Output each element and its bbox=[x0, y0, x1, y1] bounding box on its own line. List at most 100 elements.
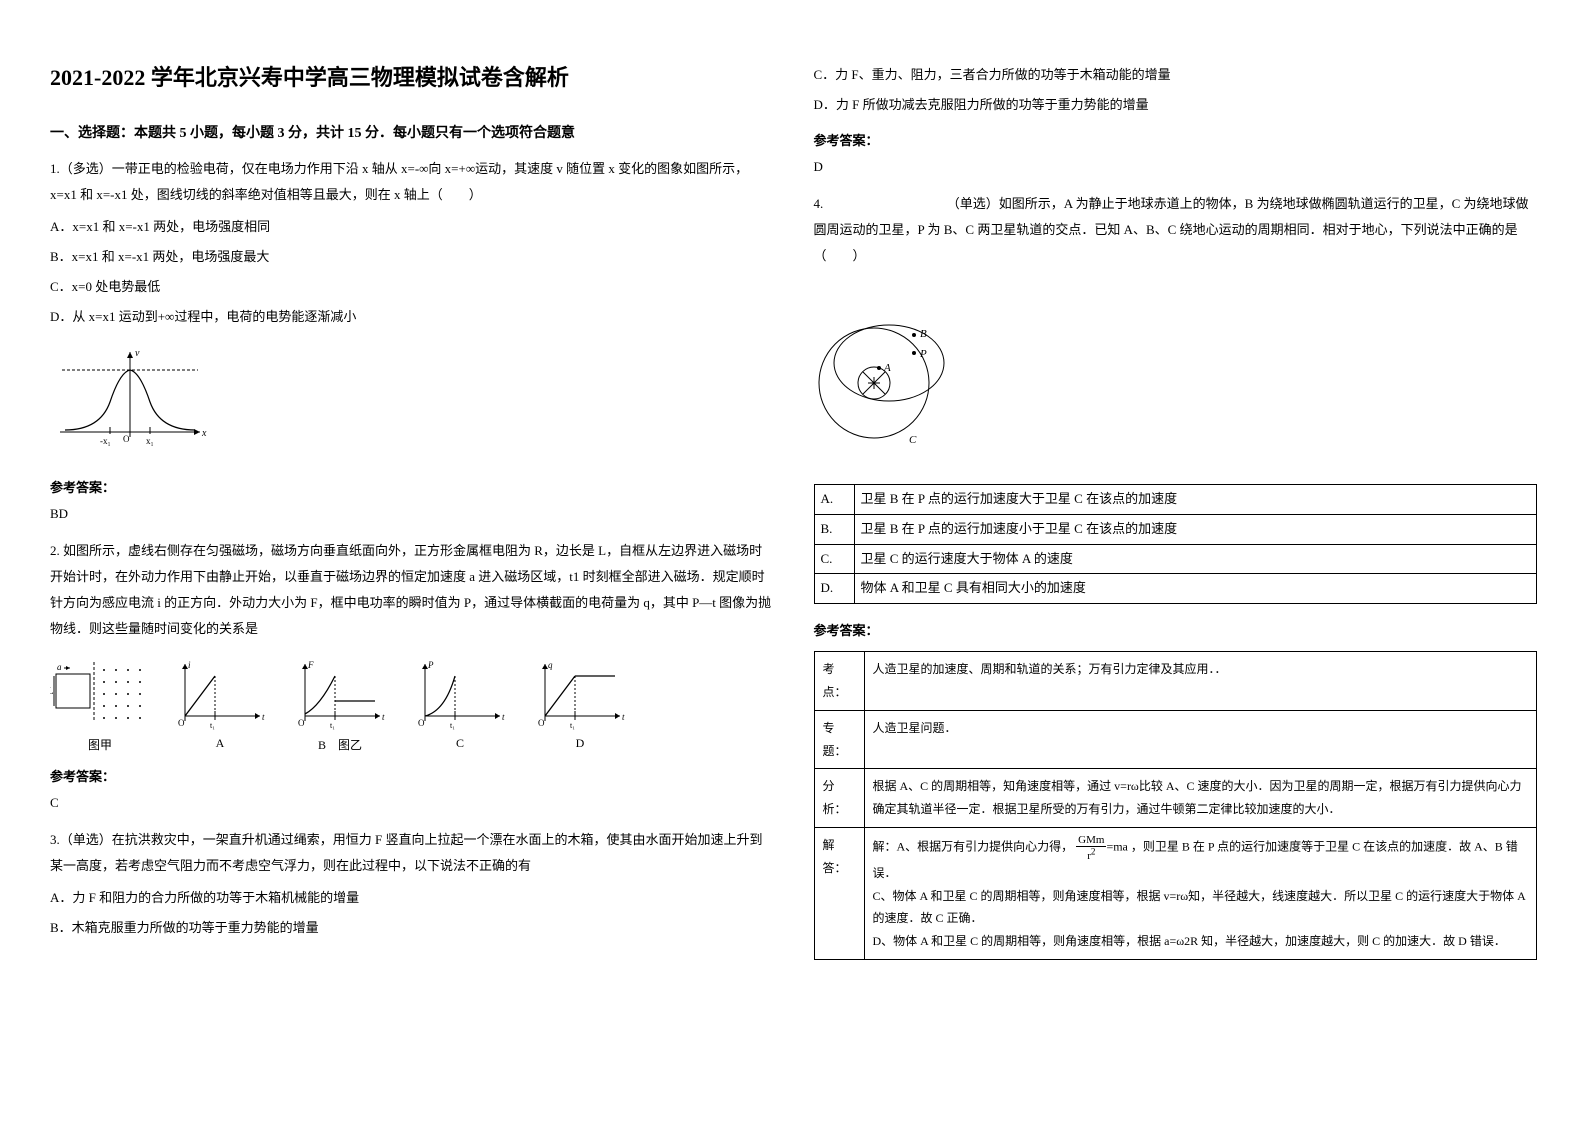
svg-text:t: t bbox=[262, 712, 265, 722]
opt-val: 物体 A 和卫星 C 具有相同大小的加速度 bbox=[854, 574, 1537, 604]
svg-text:P: P bbox=[919, 348, 927, 360]
q3-optD: D．力 F 所做功减去克服阻力所做的功等于重力势能的增量 bbox=[814, 92, 1538, 118]
analysis-val: 根据 A、C 的周期相等，知角速度相等，通过 v=rω比较 A、C 速度的大小．… bbox=[864, 769, 1537, 828]
table-row: B.卫星 B 在 P 点的运行加速度小于卫星 C 在该点的加速度 bbox=[814, 514, 1537, 544]
solution-text: C、物体 A 和卫星 C 的周期相等，则角速度相等，根据 v=rω知，半径越大，… bbox=[873, 889, 1526, 926]
q4-stem: 4. （单选）如图所示，A 为静止于地球赤道上的物体，B 为绕地球做椭圆轨道运行… bbox=[814, 191, 1538, 269]
q2-stem: 2. 如图所示，虚线右侧存在匀强磁场，磁场方向垂直纸面向外，正方形金属框电阻为 … bbox=[50, 538, 774, 642]
solution-text: 解：A、根据万有引力提供向心力得， bbox=[873, 840, 1074, 854]
table-row: C.卫星 C 的运行速度大于物体 A 的速度 bbox=[814, 544, 1537, 574]
label-yi: 图乙 bbox=[338, 738, 362, 752]
svg-text:t: t bbox=[502, 712, 505, 722]
solution-text: D、物体 A 和卫星 C 的周期相等，则角速度相等，根据 a=ω2R 知，半径越… bbox=[873, 934, 1506, 948]
q1-figure: x v O -x₁ x₁ bbox=[50, 342, 774, 457]
svg-text:C: C bbox=[909, 434, 917, 446]
analysis-val: 人造卫星问题． bbox=[864, 710, 1537, 769]
analysis-key: 分析： bbox=[814, 769, 864, 828]
q1-optC: C．x=0 处电势最低 bbox=[50, 274, 774, 300]
label-C: C bbox=[410, 736, 510, 751]
opt-key: C. bbox=[814, 544, 854, 574]
page-title: 2021-2022 学年北京兴寿中学高三物理模拟试卷含解析 bbox=[50, 60, 774, 92]
q4-figure: A B P C bbox=[814, 283, 1538, 468]
svg-text:L: L bbox=[50, 686, 54, 696]
label-jia: 图甲 bbox=[50, 736, 150, 753]
label-D: D bbox=[530, 736, 630, 751]
svg-text:x: x bbox=[201, 428, 207, 439]
q3-stem: 3.（单选）在抗洪救灾中，一架直升机通过绳索，用恒力 F 竖直向上拉起一个漂在水… bbox=[50, 827, 774, 879]
svg-text:F: F bbox=[307, 660, 314, 670]
table-row: 分析：根据 A、C 的周期相等，知角速度相等，通过 v=rω比较 A、C 速度的… bbox=[814, 769, 1537, 828]
graph-A-icon: Ot i t₁ bbox=[170, 656, 270, 731]
q2-fig-B: OtF t₁ B 图乙 bbox=[290, 656, 390, 746]
svg-text:v: v bbox=[135, 348, 140, 359]
graph-D-icon: Ot q t₁ bbox=[530, 656, 630, 731]
svg-text:a: a bbox=[57, 662, 62, 672]
svg-text:B: B bbox=[920, 328, 927, 340]
svg-text:P: P bbox=[427, 660, 434, 670]
q4-analysis-table: 考点：人造卫星的加速度、周期和轨道的关系；万有引力定律及其应用．． 专题：人造卫… bbox=[814, 651, 1538, 960]
svg-text:O: O bbox=[538, 718, 545, 728]
q3-answer: D bbox=[814, 159, 1538, 175]
q2-answer-label: 参考答案： bbox=[50, 766, 774, 785]
table-row: 考点：人造卫星的加速度、周期和轨道的关系；万有引力定律及其应用．． bbox=[814, 652, 1537, 711]
q2-fig-D: Otq t₁ D bbox=[530, 656, 630, 746]
graph-B-icon: Ot F t₁ bbox=[290, 656, 390, 731]
velocity-graph-icon: x v O -x₁ x₁ bbox=[50, 342, 210, 452]
opt-val: 卫星 B 在 P 点的运行加速度小于卫星 C 在该点的加速度 bbox=[854, 514, 1537, 544]
left-column: 2021-2022 学年北京兴寿中学高三物理模拟试卷含解析 一、选择题：本题共 … bbox=[50, 60, 774, 1062]
formula-num: GMm bbox=[1076, 834, 1106, 847]
q2-fig-C: OtP t₁ C bbox=[410, 656, 510, 746]
svg-text:t₁: t₁ bbox=[570, 721, 575, 730]
svg-text:O: O bbox=[418, 718, 425, 728]
svg-text:t: t bbox=[622, 712, 625, 722]
label-B: B bbox=[318, 738, 326, 752]
q2-diagrams: a L 图甲 Oti t₁ A OtF t₁ bbox=[50, 656, 774, 746]
svg-text:O: O bbox=[123, 434, 130, 444]
orbit-icon: A B P C bbox=[814, 293, 964, 453]
q4-options-table: A.卫星 B 在 P 点的运行加速度大于卫星 C 在该点的加速度 B.卫星 B … bbox=[814, 484, 1538, 604]
formula-eq: =ma bbox=[1106, 840, 1127, 854]
q1-optD: D．从 x=x1 运动到+∞过程中，电荷的电势能逐渐减小 bbox=[50, 304, 774, 330]
svg-text:O: O bbox=[178, 718, 185, 728]
right-column: C．力 F、重力、阻力，三者合力所做的功等于木箱动能的增量 D．力 F 所做功减… bbox=[814, 60, 1538, 1062]
analysis-solution: 解：A、根据万有引力提供向心力得， GMmr2=ma ，则卫星 B 在 P 点的… bbox=[864, 827, 1537, 959]
svg-text:t: t bbox=[382, 712, 385, 722]
svg-text:t₁: t₁ bbox=[330, 721, 335, 730]
svg-text:q: q bbox=[548, 660, 553, 670]
opt-val: 卫星 B 在 P 点的运行加速度大于卫星 C 在该点的加速度 bbox=[854, 485, 1537, 515]
q4-answer-label: 参考答案： bbox=[814, 620, 1538, 639]
svg-text:x₁: x₁ bbox=[146, 436, 154, 446]
svg-text:t₁: t₁ bbox=[210, 721, 215, 730]
q2-fig-A: Oti t₁ A bbox=[170, 656, 270, 746]
q3-optC: C．力 F、重力、阻力，三者合力所做的功等于木箱动能的增量 bbox=[814, 62, 1538, 88]
analysis-key: 考点： bbox=[814, 652, 864, 711]
svg-text:O: O bbox=[298, 718, 305, 728]
q2-fig-jia: a L 图甲 bbox=[50, 656, 150, 746]
svg-text:i: i bbox=[188, 660, 191, 670]
opt-val: 卫星 C 的运行速度大于物体 A 的速度 bbox=[854, 544, 1537, 574]
table-row: A.卫星 B 在 P 点的运行加速度大于卫星 C 在该点的加速度 bbox=[814, 485, 1537, 515]
section-header: 一、选择题：本题共 5 小题，每小题 3 分，共计 15 分．每小题只有一个选项… bbox=[50, 122, 774, 142]
q1-optB: B．x=x1 和 x=-x1 两处，电场强度最大 bbox=[50, 244, 774, 270]
svg-text:A: A bbox=[883, 362, 891, 374]
q3-optA: A．力 F 和阻力的合力所做的功等于木箱机械能的增量 bbox=[50, 885, 774, 911]
svg-text:-x₁: -x₁ bbox=[100, 436, 111, 446]
analysis-key: 解答： bbox=[814, 827, 864, 959]
q1-stem: 1.（多选）一带正电的检验电荷，仅在电场力作用下沿 x 轴从 x=-∞向 x=+… bbox=[50, 156, 774, 208]
frame-icon: a L bbox=[50, 656, 150, 731]
opt-key: B. bbox=[814, 514, 854, 544]
formula-icon: GMmr2 bbox=[1076, 834, 1106, 862]
table-row: D.物体 A 和卫星 C 具有相同大小的加速度 bbox=[814, 574, 1537, 604]
q3-optB: B．木箱克服重力所做的功等于重力势能的增量 bbox=[50, 915, 774, 941]
opt-key: A. bbox=[814, 485, 854, 515]
label-A: A bbox=[170, 736, 270, 751]
analysis-val: 人造卫星的加速度、周期和轨道的关系；万有引力定律及其应用．． bbox=[864, 652, 1537, 711]
opt-key: D. bbox=[814, 574, 854, 604]
table-row: 专题：人造卫星问题． bbox=[814, 710, 1537, 769]
q1-answer: BD bbox=[50, 506, 774, 522]
table-row: 解答： 解：A、根据万有引力提供向心力得， GMmr2=ma ，则卫星 B 在 … bbox=[814, 827, 1537, 959]
svg-text:t₁: t₁ bbox=[450, 721, 455, 730]
graph-C-icon: Ot P t₁ bbox=[410, 656, 510, 731]
analysis-key: 专题： bbox=[814, 710, 864, 769]
q3-answer-label: 参考答案： bbox=[814, 130, 1538, 149]
